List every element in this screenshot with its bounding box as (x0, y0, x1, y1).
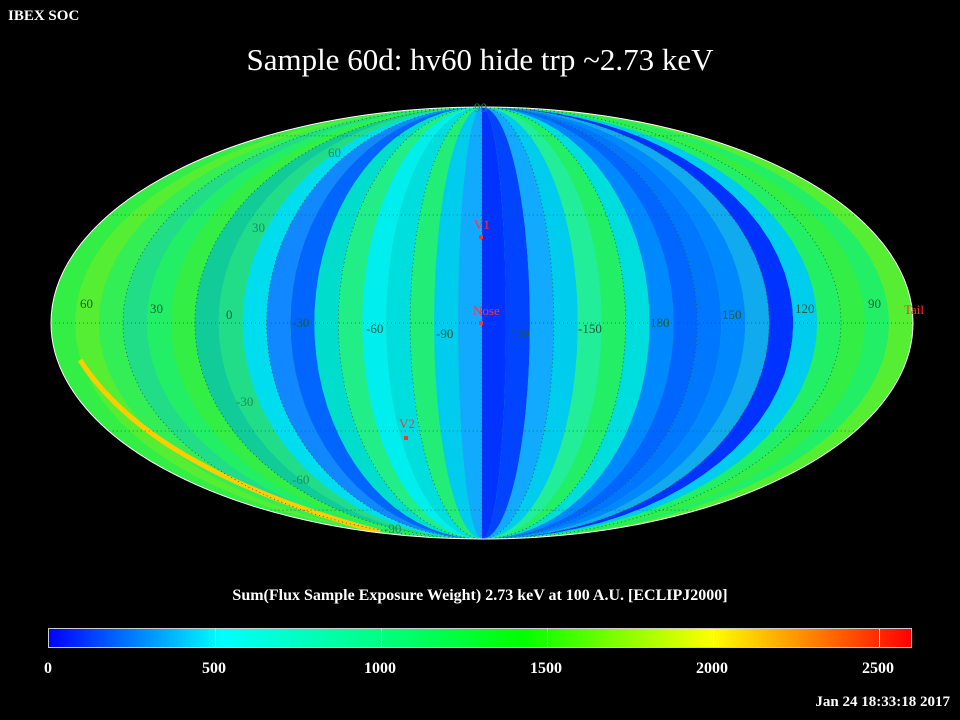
flux-bands (51, 107, 913, 539)
meridian-line (409, 107, 483, 539)
colorbar-tick-label-2500: 2500 (862, 660, 894, 677)
lat-label-neg60: -60 (292, 472, 309, 487)
flux-band (482, 107, 602, 539)
lon-label-120b: 120 (795, 301, 815, 316)
colorbar-tick-label-1500: 1500 (530, 660, 562, 677)
marker-label-v1: V1 (474, 217, 490, 232)
colorbar (48, 628, 912, 648)
flux-band (410, 107, 482, 539)
lon-label-neg90: -90 (436, 326, 453, 341)
lon-label-30: 30 (150, 301, 163, 316)
flux-band (338, 107, 482, 539)
lon-label-0: 0 (226, 307, 233, 322)
colorbar-title: Sum(Flux Sample Exposure Weight) 2.73 ke… (232, 587, 728, 604)
lat-label-neg30: -30 (236, 394, 253, 409)
colorbar-tick (381, 629, 382, 647)
meridian-line (481, 107, 698, 539)
colorbar-tick (547, 629, 548, 647)
flux-band (482, 107, 554, 539)
meridian-line (481, 107, 555, 539)
colorbar-tick (713, 629, 714, 647)
marker-v2 (404, 436, 408, 440)
lon-label-120: 120 (510, 326, 530, 341)
lon-label-150: 150 (722, 307, 742, 322)
lon-label-90: 90 (868, 296, 881, 311)
marker-nose (479, 321, 483, 325)
colorbar-tick-label-2000: 2000 (696, 660, 728, 677)
flux-band (458, 107, 482, 539)
sky-map: 90 60 30 -30 -60 -90 60 30 0 -30 -60 -90… (50, 100, 924, 540)
marker-label-v2: V2 (399, 416, 415, 431)
timestamp: Jan 24 18:33:18 2017 (815, 694, 950, 710)
flux-band (362, 107, 482, 539)
map-title: Sample 60d: hv60 hide trp ~2.73 keV (246, 42, 714, 77)
map-outline (50, 106, 914, 540)
lon-label-neg150: -150 (578, 321, 602, 336)
lat-label-60: 60 (328, 145, 341, 160)
colorbar-tick (879, 629, 880, 647)
flux-band (314, 107, 482, 539)
flux-band (482, 107, 626, 539)
marker-label-tail: Tail (904, 302, 924, 317)
rim-streak (77, 358, 381, 535)
flux-band (434, 107, 482, 539)
colorbar-tick-label-500: 500 (202, 660, 226, 677)
flux-band (482, 107, 530, 539)
flux-band (386, 107, 482, 539)
meridian-line (266, 107, 483, 539)
lat-label-neg90: -90 (384, 521, 401, 536)
lon-label-180: 180 (650, 315, 670, 330)
colorbar-tick-label-1000: 1000 (364, 660, 396, 677)
flux-band (482, 107, 650, 539)
lon-label-60: 60 (80, 296, 93, 311)
flux-band (482, 107, 506, 539)
marker-v1 (479, 235, 483, 239)
colorbar-tick (215, 629, 216, 647)
colorbar-tick-label-0: 0 (44, 660, 52, 677)
marker-label-nose: Nose (473, 303, 500, 318)
lon-label-neg60: -60 (366, 321, 383, 336)
lon-label-neg30: -30 (292, 315, 309, 330)
lat-label-90: 90 (474, 100, 487, 115)
flux-band (482, 107, 578, 539)
lat-label-30: 30 (252, 220, 265, 235)
organization-label: IBEX SOC (8, 8, 80, 24)
